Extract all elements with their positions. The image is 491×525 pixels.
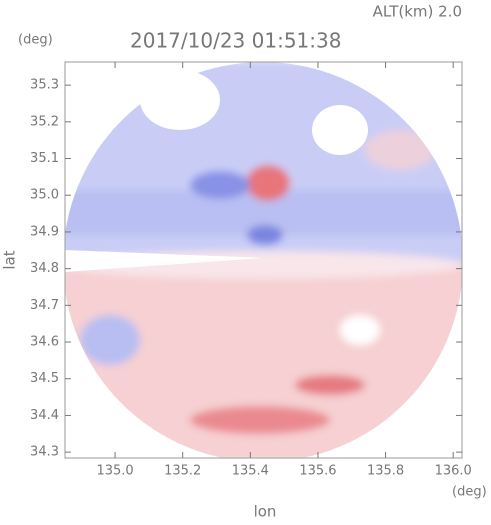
y-unit: (deg): [18, 33, 53, 48]
y-tick-label: 34.7: [30, 298, 59, 313]
x-tick-label: 136.0: [435, 464, 472, 479]
y-axis-label: lat: [1, 250, 19, 269]
y-tick-label: 34.4: [30, 408, 59, 423]
annotation: ALT(km) 2.0: [373, 3, 462, 21]
chart-title: 2017/10/23 01:51:38: [130, 29, 341, 53]
y-tick-label: 35.3: [30, 78, 59, 93]
x-axis-label: lon: [254, 503, 277, 521]
x-tick-label: 135.2: [164, 464, 201, 479]
x-tick-label: 135.0: [96, 464, 133, 479]
radar-field: [65, 62, 462, 458]
y-tick-label: 35.1: [30, 151, 59, 166]
x-tick-label: 135.8: [367, 464, 404, 479]
y-tick-label: 34.9: [30, 224, 59, 239]
plot-frame: [64, 61, 463, 459]
y-tick-label: 34.5: [30, 371, 59, 386]
y-tick-label: 34.8: [30, 261, 59, 276]
y-tick-label: 34.6: [30, 335, 59, 350]
x-tick-label: 135.4: [232, 464, 269, 479]
y-tick-label: 35.0: [30, 188, 59, 203]
x-tick-label: 135.6: [299, 464, 336, 479]
x-unit: (deg): [452, 485, 487, 500]
y-tick-label: 35.2: [30, 114, 59, 129]
y-tick-label: 34.3: [30, 445, 59, 460]
